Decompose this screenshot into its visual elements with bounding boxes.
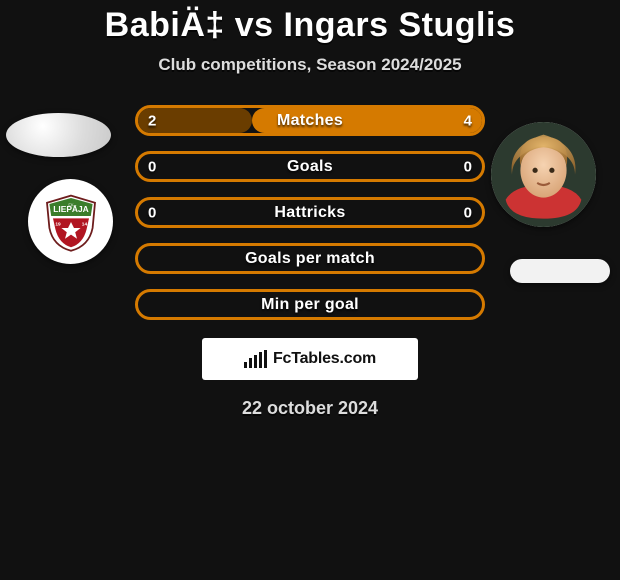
person-icon xyxy=(491,122,596,227)
stat-value-left: 2 xyxy=(148,112,156,129)
stat-label: Hattricks xyxy=(274,204,345,222)
shield-icon: LIEPĀJA 19 14 FK xyxy=(41,192,101,252)
subtitle: Club competitions, Season 2024/2025 xyxy=(0,55,620,75)
svg-text:14: 14 xyxy=(81,221,87,227)
svg-text:19: 19 xyxy=(55,221,61,227)
page-title: BabiÄ‡ vs Ingars Stuglis xyxy=(0,0,620,45)
stat-label: Goals per match xyxy=(245,250,375,268)
stat-value-right: 4 xyxy=(464,112,472,129)
stat-row: 0 0 Goals xyxy=(135,151,485,182)
stat-value-left: 0 xyxy=(148,158,156,175)
player-left-avatar xyxy=(6,113,111,157)
brand-badge: FcTables.com xyxy=(202,338,418,380)
club-left-badge: LIEPĀJA 19 14 FK xyxy=(28,179,113,264)
player-right-avatar xyxy=(491,122,596,227)
stat-row: Goals per match xyxy=(135,243,485,274)
stat-value-right: 0 xyxy=(464,204,472,221)
bars-icon xyxy=(244,350,267,368)
stat-row: Min per goal xyxy=(135,289,485,320)
stat-row: 2 4 Matches xyxy=(135,105,485,136)
stat-value-right: 0 xyxy=(464,158,472,175)
brand-text: FcTables.com xyxy=(273,350,376,368)
stat-value-left: 0 xyxy=(148,204,156,221)
stat-label: Matches xyxy=(277,112,343,130)
club-right-placeholder xyxy=(510,259,610,283)
date-text: 22 october 2024 xyxy=(0,398,620,419)
stat-label: Min per goal xyxy=(261,296,359,314)
stat-row: 0 0 Hattricks xyxy=(135,197,485,228)
svg-text:FK: FK xyxy=(68,202,74,207)
stat-label: Goals xyxy=(287,158,333,176)
stats-list: 2 4 Matches 0 0 Goals 0 0 Hattricks Goals per mat… xyxy=(135,105,485,320)
comparison-card: BabiÄ‡ vs Ingars Stuglis Club competitio… xyxy=(0,0,620,580)
